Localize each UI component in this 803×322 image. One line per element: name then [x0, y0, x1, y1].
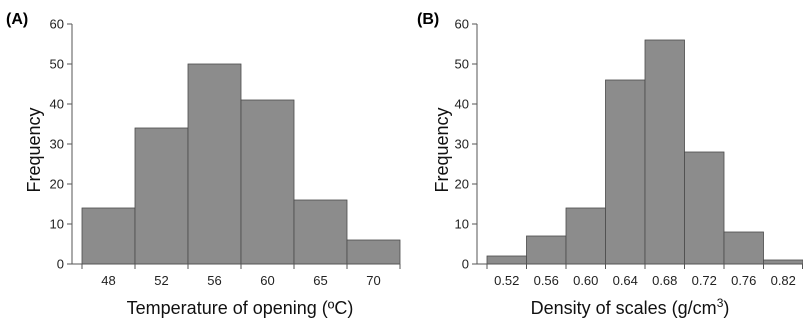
panel-b-y-tick-label: 40 [455, 97, 469, 112]
panel-a-y-tick-label: 50 [50, 57, 64, 72]
panel-a-bar-48 [81, 207, 136, 265]
panel-b-bar-0.68 [644, 39, 685, 265]
panel-b-bar-0.76 [723, 231, 764, 265]
panel-b-y-tick-label: 30 [455, 137, 469, 152]
panel-a-x-tick-label: 70 [366, 273, 380, 288]
panel-b-bar-0.56 [526, 235, 567, 265]
panel-b-x-axis-title-end: ) [723, 298, 729, 318]
panel-b-x-axis-title-sup: 3 [717, 296, 724, 310]
panel-a-ticks: 0 10 20 30 40 50 60 48 52 56 60 65 70 [50, 17, 401, 288]
panel-b-ticks: 0 10 20 30 40 50 60 0.52 0.56 0.60 0.64 0.68 0.72 0.7… [455, 17, 803, 288]
panel-a-y-tick-label: 0 [57, 257, 64, 272]
panel-b-y-tick-label: 60 [455, 17, 469, 32]
panel-a-y-tick-label: 20 [50, 177, 64, 192]
panel-b-x-axis-title-main: Density of scales (g/cm [531, 298, 717, 318]
panel-b-x-tick-label: 0.56 [534, 273, 559, 288]
panel-b-x-tick-label: 0.52 [494, 273, 519, 288]
panel-b-label: (B) [417, 11, 439, 28]
panel-a-bar-52 [134, 127, 189, 265]
panel-a-y-tick-label: 30 [50, 137, 64, 152]
panel-b-y-axis-title: Frequency [432, 107, 452, 192]
panel-b-bar-0.60 [565, 207, 606, 265]
panel-b-y-tick-label: 0 [462, 257, 469, 272]
panel-a-x-tick-label: 52 [154, 273, 168, 288]
panel-b-x-tick-label: 0.72 [692, 273, 717, 288]
panel-b-y-tick-label: 20 [455, 177, 469, 192]
panel-b-bar-0.64 [605, 79, 646, 265]
panel-a-bar-70 [346, 239, 401, 265]
panel-b-x-tick-label: 0.76 [731, 273, 756, 288]
panel-a-x-tick-label: 65 [313, 273, 327, 288]
panel-a-y-tick-label: 10 [50, 217, 64, 232]
panel-b-x-tick-label: 0.68 [652, 273, 677, 288]
panel-a-x-tick-label: 56 [207, 273, 221, 288]
panel-a-x-axis-title: Temperature of opening (ºC) [127, 298, 354, 318]
panel-b-x-tick-label: 0.60 [573, 273, 598, 288]
panel-b-x-axis-title: Density of scales (g/cm3) [531, 296, 730, 318]
panel-a-label: (A) [6, 11, 28, 28]
panel-b-x-tick-label: 0.64 [613, 273, 638, 288]
panel-a-bar-60 [240, 99, 295, 265]
panel-b-x-tick-label: 0.82 [771, 273, 796, 288]
panel-b-bar-0.52 [486, 255, 527, 265]
panel-b-bar-0.72 [684, 151, 725, 265]
panel-a-bar-65 [293, 199, 348, 265]
panel-b-y-tick-label: 50 [455, 57, 469, 72]
panel-a-bar-56 [187, 63, 242, 265]
panel-a-x-tick-label: 60 [260, 273, 274, 288]
panel-b-bar-0.82 [763, 259, 803, 265]
panel-a-bars [81, 63, 401, 265]
panel-a-y-tick-label: 40 [50, 97, 64, 112]
panel-a-y-axis-title: Frequency [24, 107, 44, 192]
panel-a-y-tick-label: 60 [50, 17, 64, 32]
panel-b-bars [486, 39, 803, 265]
panel-a-x-tick-label: 48 [101, 273, 115, 288]
panel-b-y-tick-label: 10 [455, 217, 469, 232]
